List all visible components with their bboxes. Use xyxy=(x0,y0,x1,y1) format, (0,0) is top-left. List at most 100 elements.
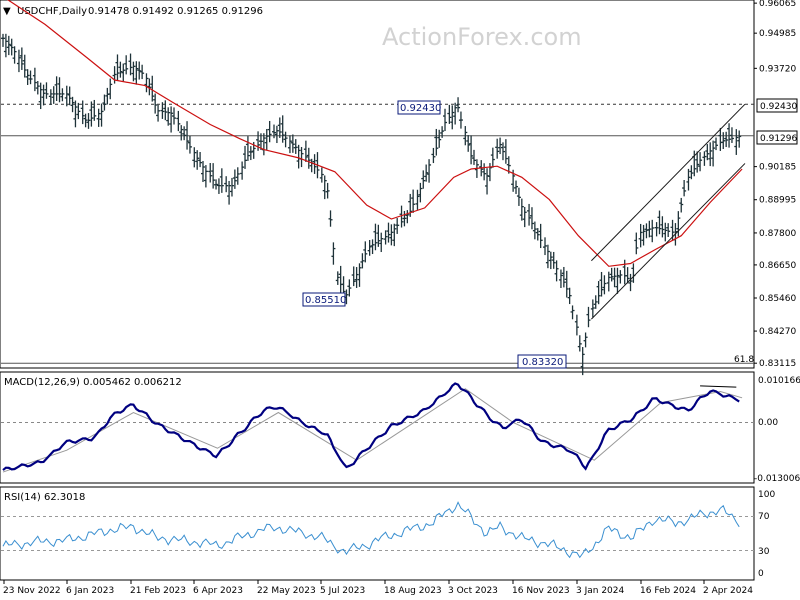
price-bar xyxy=(267,120,272,143)
price-bar xyxy=(96,108,101,127)
price-bar xyxy=(596,281,601,305)
macd-tick-bottom: -0.013006 xyxy=(754,474,800,484)
price-tick-label: 0.90185 xyxy=(759,163,796,173)
price-bar xyxy=(538,223,543,249)
macd-tick-zero: 0.00 xyxy=(758,418,778,428)
price-bar xyxy=(724,131,729,148)
price-tick-label: 0.83115 xyxy=(759,359,796,369)
price-bar xyxy=(224,176,229,193)
price-bar xyxy=(258,133,263,150)
price-bar xyxy=(357,263,362,287)
price-bar xyxy=(641,224,646,246)
price-bar xyxy=(134,61,139,85)
price-bar xyxy=(490,147,495,168)
price-bar xyxy=(150,75,155,102)
price-bar xyxy=(657,210,662,235)
price-bar xyxy=(102,94,107,111)
price-bar xyxy=(666,223,671,237)
price-bar xyxy=(650,219,655,243)
price-bar xyxy=(280,115,285,143)
price-bar xyxy=(638,223,643,248)
price-bar xyxy=(99,103,104,127)
price-bar xyxy=(440,126,445,138)
price-bar xyxy=(137,61,142,80)
ohlc-values: 0.91478 0.91492 0.91265 0.91296 xyxy=(88,6,263,17)
price-bar xyxy=(303,140,308,162)
price-tick-label: 0.85460 xyxy=(759,294,796,304)
price-bar xyxy=(679,197,684,213)
price-bar xyxy=(522,206,527,228)
price-bar xyxy=(211,163,216,189)
price-bar xyxy=(200,160,205,183)
rsi-tick-100: 100 xyxy=(758,490,775,500)
price-bar xyxy=(176,110,181,132)
price-bar xyxy=(9,38,14,56)
price-bar xyxy=(160,102,165,119)
price-bar xyxy=(519,198,524,221)
price-bar xyxy=(16,49,21,73)
price-bar xyxy=(179,125,184,141)
price-bar xyxy=(86,113,91,129)
price-bar xyxy=(402,210,407,227)
price-bar xyxy=(583,332,588,348)
price-bar xyxy=(737,130,742,148)
price-bar xyxy=(498,137,503,155)
macd-signal-line xyxy=(2,388,743,473)
price-bar xyxy=(647,220,652,238)
price-bar xyxy=(73,100,78,128)
macd-title: MACD(12,26,9) 0.005462 0.006212 xyxy=(4,377,182,388)
price-bar xyxy=(140,64,145,80)
price-bar xyxy=(606,271,611,292)
price-bar xyxy=(208,162,213,183)
price-bar xyxy=(367,240,372,256)
price-bar xyxy=(290,134,295,153)
price-bar xyxy=(118,61,123,78)
price-bar xyxy=(618,270,623,284)
price-bar xyxy=(415,189,420,210)
price-bar xyxy=(529,207,534,230)
price-bar xyxy=(580,347,585,376)
rsi-panel-frame xyxy=(0,486,755,581)
price-bar xyxy=(64,85,69,107)
price-bar xyxy=(516,187,521,206)
price-axis: 0.96065 0.94985 0.93720 0.90185 0.88995 0.878… xyxy=(754,0,796,369)
price-bar xyxy=(192,147,197,168)
price-bar xyxy=(634,232,639,255)
price-panel-frame xyxy=(0,0,755,369)
price-bar xyxy=(376,224,381,247)
price-bar xyxy=(67,86,72,106)
price-bar xyxy=(322,175,327,200)
price-bar xyxy=(554,260,559,282)
rsi-title: RSI(14) 62.3018 xyxy=(4,492,85,503)
price-bar xyxy=(41,84,46,106)
price-bar xyxy=(185,121,190,150)
dropdown-arrow-icon[interactable]: ▼ xyxy=(3,6,11,17)
date-tick-label: 3 Jan 2024 xyxy=(576,586,624,596)
price-bar xyxy=(347,279,352,297)
price-bar xyxy=(264,128,269,151)
price-bar xyxy=(551,251,556,269)
date-tick-label: 6 Jan 2023 xyxy=(66,586,114,596)
price-bar xyxy=(689,165,694,180)
moving-average-line xyxy=(7,0,743,267)
price-bar xyxy=(248,146,253,161)
date-tick-label: 23 Nov 2022 xyxy=(3,586,61,596)
price-bar xyxy=(80,100,85,125)
price-bar xyxy=(182,126,187,141)
price-bar xyxy=(121,63,126,82)
price-bar xyxy=(676,211,681,237)
price-bar xyxy=(219,168,224,193)
price-bar xyxy=(335,271,340,285)
price-bar xyxy=(1,33,5,47)
price-bar xyxy=(599,271,604,297)
macd-line xyxy=(2,382,740,471)
price-bar xyxy=(447,104,452,124)
price-bar xyxy=(615,267,620,294)
price-bar xyxy=(714,137,719,151)
price-bar xyxy=(437,129,442,148)
date-axis: 23 Nov 2022 6 Jan 2023 21 Feb 2023 6 Apr 20… xyxy=(3,580,753,596)
price-bar xyxy=(112,66,117,84)
rsi-tick-70: 70 xyxy=(758,512,770,522)
price-bar xyxy=(379,232,384,253)
price-bar xyxy=(469,135,474,165)
